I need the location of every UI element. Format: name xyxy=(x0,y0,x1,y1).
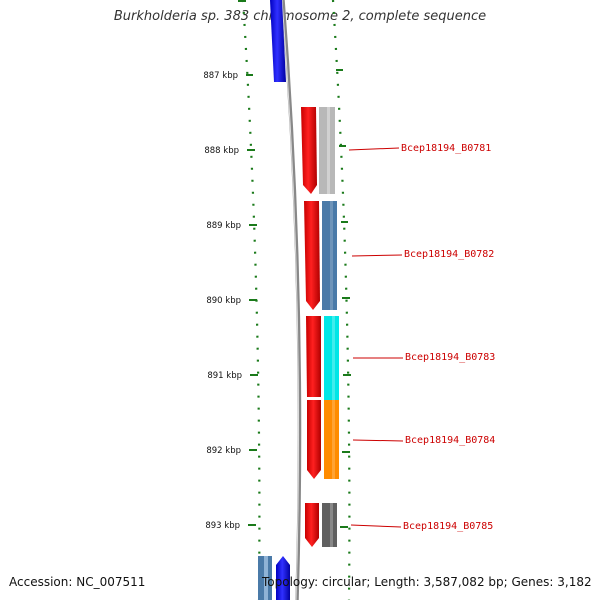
ruler-label: 887 kbp xyxy=(203,71,238,81)
gene-arrow-forward[interactable] xyxy=(305,503,319,547)
gene-label-B0784[interactable]: Bcep18194_B0784 xyxy=(405,435,495,446)
gene-arrow-reverse[interactable] xyxy=(276,556,290,600)
gene-arrow-forward[interactable] xyxy=(301,107,317,194)
gene-block-B0785[interactable] xyxy=(322,503,337,547)
topology-text: Topology: circular; Length: 3,587,082 bp… xyxy=(262,575,592,589)
ruler-label: 893 kbp xyxy=(205,521,240,531)
gene-block-B0784[interactable] xyxy=(324,400,339,479)
gene-leader xyxy=(348,147,400,151)
gene-leader xyxy=(350,524,402,528)
ruler-label: 892 kbp xyxy=(206,446,241,456)
ruler-label: 891 kbp xyxy=(207,371,242,381)
accession-text: Accession: NC_007511 xyxy=(9,575,146,589)
gene-label-B0782[interactable]: Bcep18194_B0782 xyxy=(404,249,494,260)
gene-label-B0783[interactable]: Bcep18194_B0783 xyxy=(405,352,495,363)
gene-label-B0785[interactable]: Bcep18194_B0785 xyxy=(403,521,493,532)
gene-arrow-reverse[interactable] xyxy=(270,0,286,82)
gene-arrow-forward[interactable] xyxy=(307,400,321,479)
ruler-label: 890 kbp xyxy=(206,296,241,306)
ruler-arc-right xyxy=(331,0,351,600)
backbone-arc xyxy=(281,0,302,600)
gene-arrow-forward[interactable] xyxy=(304,201,320,310)
gene-leader xyxy=(351,254,403,257)
gene-arrow-forward[interactable] xyxy=(306,316,321,397)
map-title: Burkholderia sp. 383 chromosome 2, compl… xyxy=(113,9,487,24)
gene-block-B0781[interactable] xyxy=(319,107,335,194)
ruler-label: 888 kbp xyxy=(204,146,239,156)
gene-block-B0783[interactable] xyxy=(324,316,339,400)
gene-block-B0782[interactable] xyxy=(322,201,337,310)
gene-leader xyxy=(352,439,404,442)
gene-label-B0781[interactable]: Bcep18194_B0781 xyxy=(401,143,491,154)
ruler-label: 889 kbp xyxy=(206,221,241,231)
